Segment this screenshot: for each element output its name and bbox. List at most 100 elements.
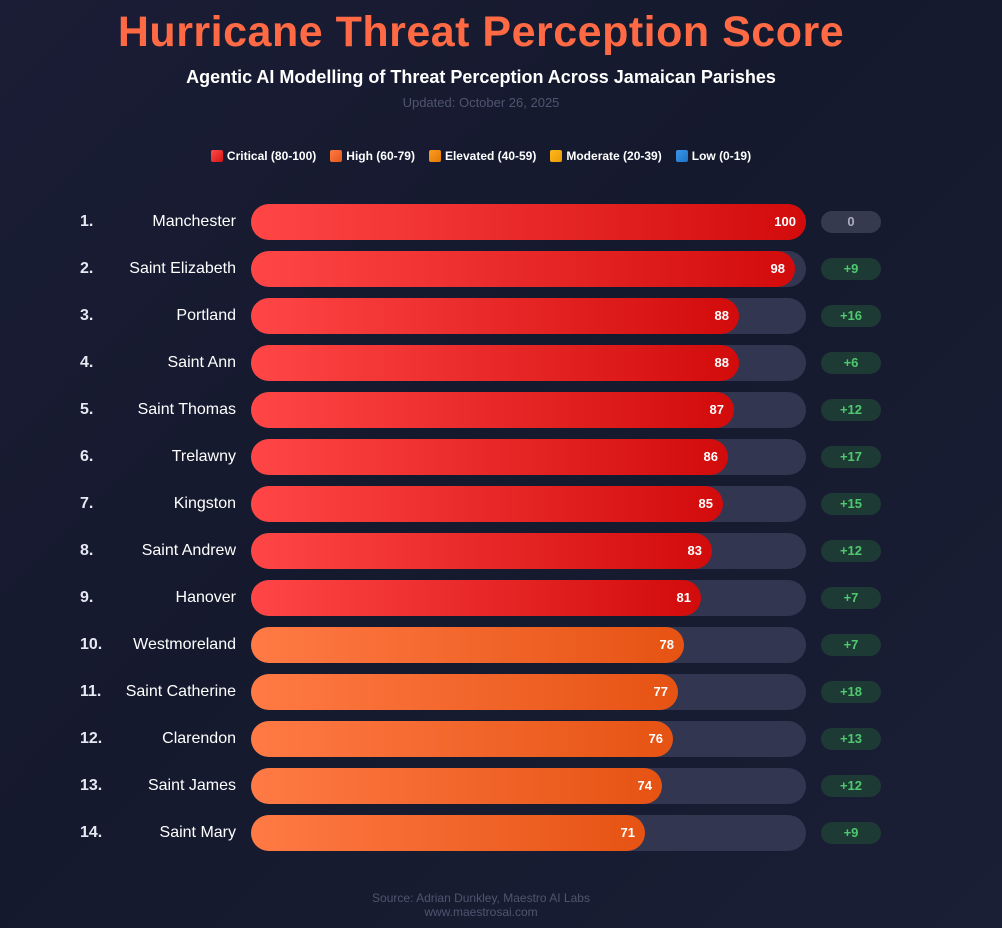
legend-label-low: Low (0-19) [691,149,752,163]
bar-row: 8. Saint Andrew 83 +12 [0,533,1002,569]
legend-label-critical: Critical (80-100) [226,149,317,163]
rank-label: 6. [80,448,94,465]
bar-track: 76 [251,721,806,757]
parish-label: Saint Mary [159,824,236,841]
bar-row: 5. Saint Thomas 87 +12 [0,392,1002,428]
bar-row: 1. Manchester 100 0 [0,204,1002,240]
bar-row: 6. Trelawny 86 +17 [0,439,1002,475]
bar-value-label: 85 [698,496,713,511]
parish-label: Kingston [173,495,236,512]
change-badge: +16 [821,305,881,327]
parish-label: Trelawny [171,448,236,465]
rank-label: 10. [80,636,103,653]
bar-value-label: 77 [653,684,668,699]
bar: 86 [251,439,728,475]
parish-label: Saint Andrew [141,542,236,559]
parish-label: Saint James [147,777,236,794]
bar: 88 [251,298,739,334]
bar-track: 98 [251,251,806,287]
bar-row: 12. Clarendon 76 +13 [0,721,1002,757]
legend-swatch-moderate [550,150,563,162]
legend-item-critical: Critical (80-100) [210,149,317,163]
change-badge: +12 [821,775,881,797]
parish-label: Hanover [175,589,236,606]
bar: 83 [251,533,712,569]
bar: 85 [251,486,723,522]
parish-label: Portland [176,307,236,324]
bar-value-label: 76 [648,731,663,746]
bar-track: 83 [251,533,806,569]
bar-value-label: 74 [637,778,652,793]
legend-item-moderate: Moderate (20-39) [550,149,662,163]
change-badge: +13 [821,728,881,750]
rank-label: 9. [80,589,94,606]
bar-value-label: 81 [676,590,691,605]
change-badge: +6 [821,352,881,374]
bar-track: 71 [251,815,806,851]
bar-value-label: 100 [774,214,796,229]
bar-track: 81 [251,580,806,616]
bar: 71 [251,815,645,851]
bar-track: 88 [251,298,806,334]
change-badge: +7 [821,587,881,609]
legend-label-elevated: Elevated (40-59) [444,149,537,163]
rank-label: 1. [80,213,94,230]
bar-track: 86 [251,439,806,475]
bar-track: 74 [251,768,806,804]
legend-swatch-elevated [428,150,441,162]
chart-title: Hurricane Threat Perception Score [117,8,845,56]
legend-item-high: High (60-79) [330,149,415,163]
change-badge: +12 [821,540,881,562]
change-badge: +18 [821,681,881,703]
legend-swatch-high [330,150,343,162]
bar: 87 [251,392,734,428]
parish-label: Saint Elizabeth [129,260,236,277]
bar-value-label: 83 [687,543,702,558]
bar-value-label: 86 [703,449,718,464]
bar-row: 7. Kingston 85 +15 [0,486,1002,522]
bar: 100 [251,204,806,240]
bar-row: 4. Saint Ann 88 +6 [0,345,1002,381]
parish-label: Clarendon [162,730,236,747]
rank-label: 11. [80,683,102,700]
change-badge: 0 [821,211,881,233]
rank-label: 8. [80,542,94,559]
change-badge: +7 [821,634,881,656]
bar: 77 [251,674,678,710]
bar-row: 3. Portland 88 +16 [0,298,1002,334]
rank-label: 13. [80,777,103,794]
bar-value-label: 71 [620,825,635,840]
bar-value-label: 87 [709,402,724,417]
change-badge: +17 [821,446,881,468]
bar-value-label: 88 [714,355,729,370]
legend-item-low: Low (0-19) [675,149,752,163]
change-badge: +12 [821,399,881,421]
chart-subtitle: Agentic AI Modelling of Threat Perceptio… [186,67,776,87]
legend-label-high: High (60-79) [346,149,415,163]
rank-label: 7. [80,495,94,512]
rank-label: 2. [80,260,94,277]
legend: Critical (80-100) High (60-79) Elevated … [0,149,962,163]
bar-track: 85 [251,486,806,522]
legend-item-elevated: Elevated (40-59) [428,149,537,163]
bar: 74 [251,768,662,804]
bar: 78 [251,627,684,663]
rank-label: 4. [80,354,94,371]
rank-label: 14. [80,824,103,841]
parish-label: Westmoreland [133,636,236,653]
legend-label-moderate: Moderate (20-39) [566,149,662,163]
change-badge: +15 [821,493,881,515]
parish-label: Saint Thomas [137,401,236,418]
bar-row: 14. Saint Mary 71 +9 [0,815,1002,851]
parish-label: Manchester [152,213,236,230]
bar-value-label: 98 [770,261,785,276]
legend-swatch-low [675,150,688,162]
rank-label: 5. [80,401,94,418]
bar-track: 88 [251,345,806,381]
updated-date: Updated: October 26, 2025 [402,95,560,110]
bar: 98 [251,251,795,287]
bar-value-label: 78 [659,637,674,652]
parish-label: Saint Ann [167,354,237,371]
parish-label: Saint Catherine [125,683,236,700]
